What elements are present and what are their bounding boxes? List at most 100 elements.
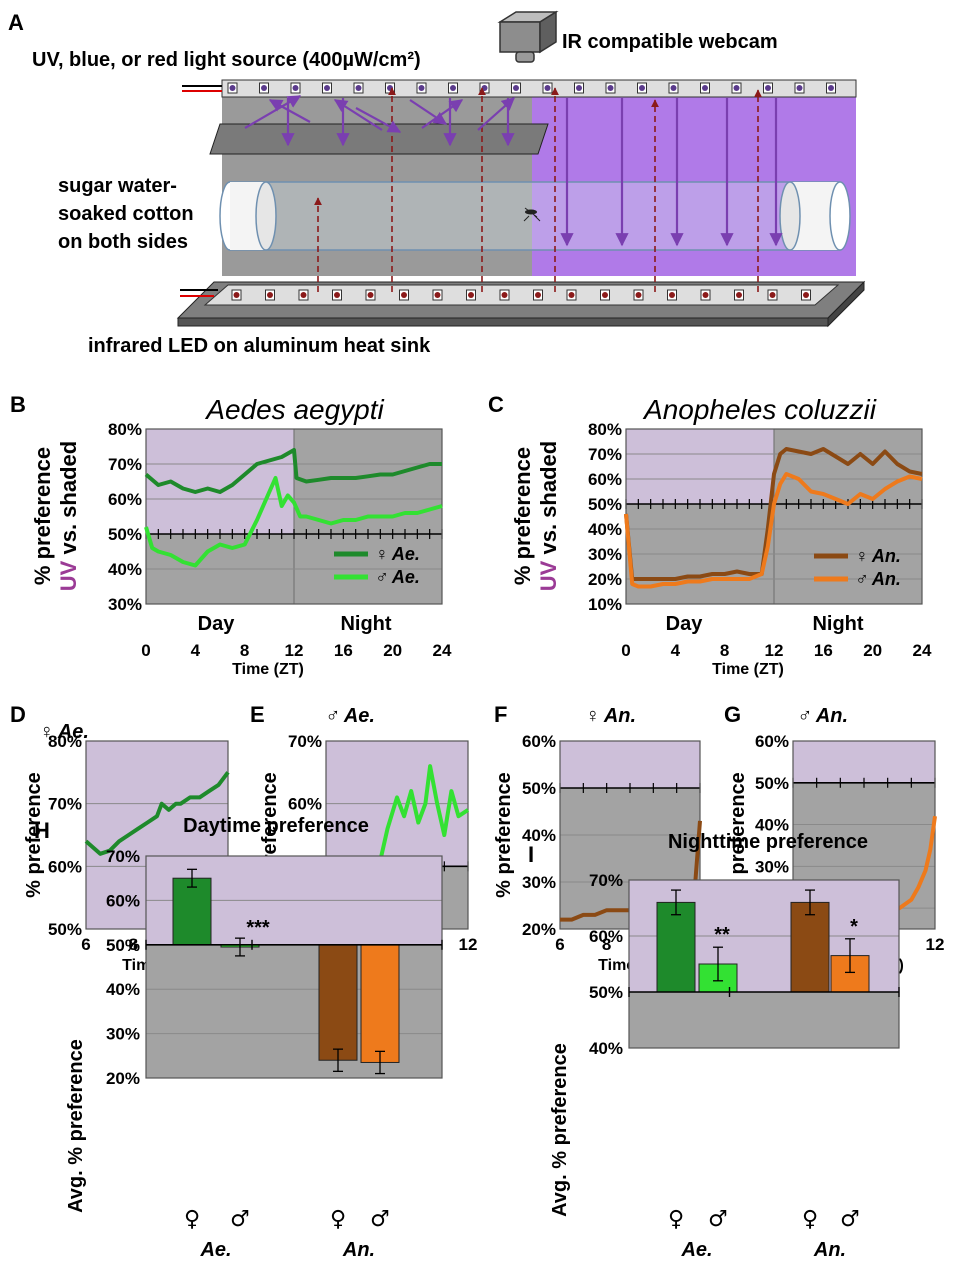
plot-frame xyxy=(628,879,900,1049)
y-axis-label: Avg. % preference xyxy=(549,1043,571,1217)
panel-label-a: A xyxy=(8,10,24,35)
y-tick-label: 50% xyxy=(522,779,556,798)
y-tick-label: 60% xyxy=(106,891,140,910)
chart-title: ♂ Ae. xyxy=(324,705,375,727)
x-axis-label: Time (ZT) xyxy=(232,661,304,678)
legend-label: ♂ An. xyxy=(854,569,901,589)
y-tick-label: 20% xyxy=(588,570,622,589)
light-arrow-reflected xyxy=(268,99,311,123)
series-line-1 xyxy=(624,472,923,589)
significance-label: ** xyxy=(714,924,730,946)
chart-i: I** *40%50%60%70%Nighttime preferenceAvg.… xyxy=(528,831,900,1261)
panel-a-apparatus: A UV, blue, or red light source (400µW/c… xyxy=(8,10,866,357)
light-arrow-reflected xyxy=(333,99,383,131)
y-tick-label: 70% xyxy=(589,871,623,890)
uv-word: UV xyxy=(56,560,81,591)
y-tick-label: 70% xyxy=(108,455,142,474)
chart-title: ♀ An. xyxy=(584,705,636,727)
x-axis-label: Time (ZT) xyxy=(712,661,784,678)
y-tick-label: 60% xyxy=(48,857,82,876)
x-tick-label: 20 xyxy=(383,641,402,660)
sex-label: ♀ xyxy=(668,1207,684,1232)
plot-frame xyxy=(145,428,443,605)
x-tick-label: 8 xyxy=(129,935,138,954)
y-axis-label: % preference xyxy=(510,447,535,585)
x-tick-label: 4 xyxy=(191,641,201,660)
x-tick-label: 8 xyxy=(240,641,249,660)
y-tick-label: 70% xyxy=(48,795,82,814)
y-tick-label: 70% xyxy=(106,847,140,866)
legend-label: ♀ An. xyxy=(854,546,901,566)
panel-label-f: F xyxy=(494,702,507,727)
group-label: Ae. xyxy=(680,1239,712,1261)
panel-label-d: D xyxy=(10,702,26,727)
y-tick-label: 60% xyxy=(522,732,556,751)
y-tick-label: 60% xyxy=(108,490,142,509)
panel-label-h: H xyxy=(34,818,50,843)
y-tick-label: 30% xyxy=(522,873,556,892)
top-leds xyxy=(227,82,836,94)
y-axis-label: % preference xyxy=(30,447,55,585)
x-tick-label: 8 xyxy=(602,935,611,954)
chart-c: C 10% 20% 30% 40% 50% 60% 70% 80% 0 4 8 12 16 20 24 Time… xyxy=(488,392,932,678)
y-tick-label: 30% xyxy=(755,857,789,876)
panel-label-g: G xyxy=(724,702,741,727)
y-tick-label: 50% xyxy=(589,983,623,1002)
x-tick-label: 24 xyxy=(433,641,452,660)
light-arrow-reflected xyxy=(355,107,402,133)
x-tick-label: 20 xyxy=(863,641,882,660)
y-tick-label: 80% xyxy=(588,420,622,439)
x-tick-label: 0 xyxy=(621,641,630,660)
chart-title: Anopheles coluzzii xyxy=(642,394,877,425)
sex-label: ♀ xyxy=(802,1207,818,1232)
charts: B 30% 40% 50% 60% 70% 80% 0 4 8 12 16 20 24 Time (ZT) A… xyxy=(10,392,944,1261)
chart-h: H *** 20% 30% 40% 50% 60% 70% Daytime preference… xyxy=(34,815,443,1261)
y-tick-label: 70% xyxy=(588,445,622,464)
chart-b: B 30% 40% 50% 60% 70% 80% 0 4 8 12 16 20 24 Time (ZT) A… xyxy=(10,392,452,678)
y-tick-label: 30% xyxy=(588,545,622,564)
sex-label: ♂ xyxy=(230,1207,250,1232)
mosquito-icon xyxy=(523,207,541,222)
infrared-led-label: infrared LED on aluminum heat sink xyxy=(88,335,431,357)
sex-label: ♂ xyxy=(840,1207,860,1232)
bottom-leds xyxy=(231,289,811,301)
x-tick-label: 0 xyxy=(141,641,150,660)
light-source-label: UV, blue, or red light source (400µW/cm²… xyxy=(32,49,421,71)
x-tick-label: 12 xyxy=(459,935,478,954)
uv-word: UV xyxy=(536,560,561,591)
chart-title: Daytime preference xyxy=(183,815,369,837)
y-tick-label: 20% xyxy=(522,920,556,939)
x-tick-label: 6 xyxy=(555,935,564,954)
y-tick-label: 60% xyxy=(588,470,622,489)
period-label: Day xyxy=(198,613,236,635)
y-tick-label: 50% xyxy=(755,774,789,793)
legend-label: ♂ Ae. xyxy=(374,567,420,587)
y-tick-label: 50% xyxy=(588,495,622,514)
y-tick-label: 60% xyxy=(755,732,789,751)
legend-label: ♀ Ae. xyxy=(374,544,420,564)
y-tick-label: 30% xyxy=(106,1025,140,1044)
chart-title: ♂ An. xyxy=(796,705,848,727)
y-tick-label: 20% xyxy=(106,1069,140,1088)
y-tick-label: 40% xyxy=(588,520,622,539)
y-tick-label: 30% xyxy=(108,595,142,614)
y-tick-label: 40% xyxy=(755,816,789,835)
x-tick-label: 24 xyxy=(913,641,932,660)
y-tick-label: 50% xyxy=(48,920,82,939)
x-tick-label: 12 xyxy=(285,641,304,660)
sex-label: ♂ xyxy=(370,1207,390,1232)
y-tick-label: 40% xyxy=(522,826,556,845)
top-led-strip xyxy=(221,79,857,98)
series-line-0 xyxy=(624,447,923,581)
plot-frame xyxy=(145,855,443,1079)
y-axis-label-2: UV vs. shaded xyxy=(56,441,81,591)
panel-label-e: E xyxy=(250,702,265,727)
y-tick-label: 60% xyxy=(288,795,322,814)
period-label: Night xyxy=(340,613,391,635)
series-line-0 xyxy=(84,771,230,856)
chart-title: Aedes aegypti xyxy=(204,394,384,425)
bar-0 xyxy=(172,877,212,946)
x-tick-label: 16 xyxy=(814,641,833,660)
x-tick-label: 12 xyxy=(926,935,945,954)
